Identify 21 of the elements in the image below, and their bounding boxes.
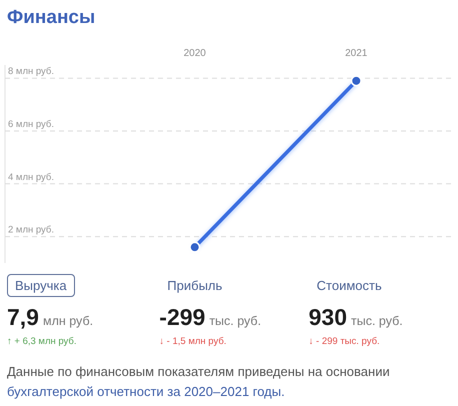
text: 7,9 (7, 304, 39, 330)
y-tick-label: 2 млн руб. (8, 224, 54, 236)
y-tick-label: 4 млн руб. (8, 172, 54, 183)
text: тыс. руб. (351, 314, 403, 328)
text: ↓ - 1,5 млн руб. (159, 336, 226, 347)
y-tick-label: 6 млн руб. (8, 119, 54, 130)
text: -299 (159, 304, 206, 330)
text: млн руб. (42, 314, 94, 328)
chart-title: Финансы (7, 7, 96, 28)
x-tick-label: 2021 (345, 48, 368, 59)
text: Прибыль (166, 277, 224, 295)
text: Стоимость (316, 277, 383, 295)
text: Данные по финансовым показателям приведены на основании (7, 364, 390, 379)
text: тыс. руб. (209, 314, 262, 328)
tab-button: Выручка (7, 274, 75, 297)
text: 930 (308, 304, 348, 330)
text: бухгалтерской отчетности за 2020–2021 годы. (7, 384, 285, 399)
y-tick-label: 8 млн руб. (8, 66, 54, 78)
x-tick-label: 2020 (184, 48, 206, 59)
text: ↓ - 299 тыс. руб. (308, 336, 380, 347)
text: ↑ + 6,3 млн руб. (7, 336, 76, 347)
